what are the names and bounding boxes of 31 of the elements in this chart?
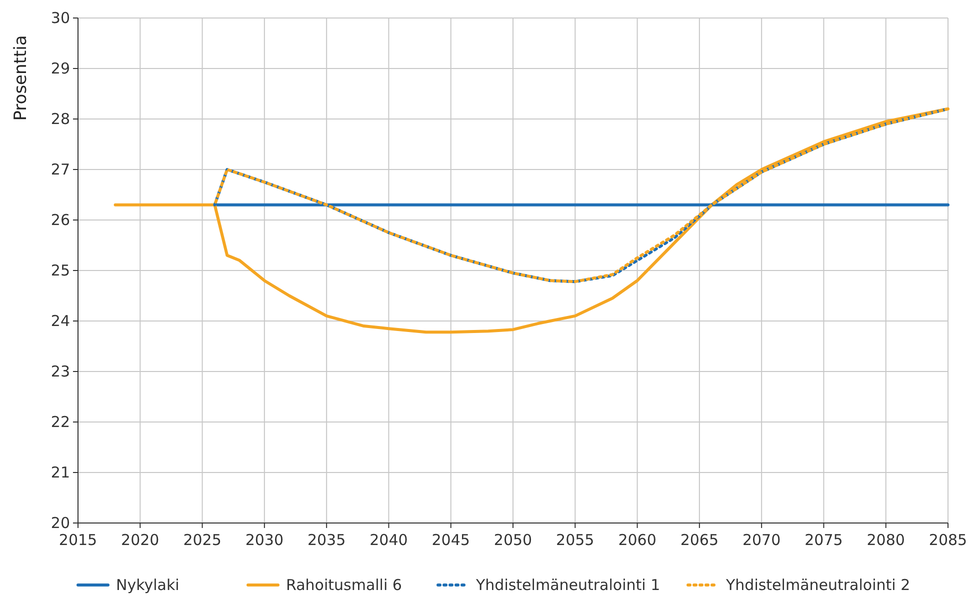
y-tick-label: 28 bbox=[50, 110, 70, 128]
y-tick-label: 23 bbox=[50, 362, 70, 380]
y-tick-label: 21 bbox=[50, 464, 70, 482]
x-tick-label: 2015 bbox=[58, 531, 98, 549]
legend-label: Nykylaki bbox=[116, 576, 180, 594]
x-tick-label: 2080 bbox=[866, 531, 905, 549]
x-tick-label: 2030 bbox=[245, 531, 284, 549]
x-tick-label: 2060 bbox=[618, 531, 656, 549]
x-tick-label: 2020 bbox=[121, 531, 160, 549]
x-tick-label: 2070 bbox=[742, 531, 781, 549]
y-tick-label: 22 bbox=[50, 413, 70, 431]
y-tick-label: 30 bbox=[50, 9, 70, 27]
y-tick-label: 25 bbox=[50, 262, 70, 280]
y-tick-label: 29 bbox=[50, 60, 70, 78]
x-tick-label: 2065 bbox=[680, 531, 719, 549]
legend-label: Yhdistelmäneutralointi 1 bbox=[475, 576, 660, 594]
x-tick-label: 2085 bbox=[928, 531, 968, 549]
x-tick-label: 2045 bbox=[432, 531, 470, 549]
y-tick-label: 20 bbox=[50, 514, 70, 532]
y-axis-title: Prosenttia bbox=[11, 35, 31, 121]
x-tick-label: 2035 bbox=[307, 531, 346, 549]
y-tick-label: 24 bbox=[50, 312, 70, 330]
y-tick-label: 27 bbox=[50, 160, 70, 178]
x-tick-label: 2040 bbox=[370, 531, 408, 549]
legend-label: Yhdistelmäneutralointi 2 bbox=[725, 576, 910, 594]
x-tick-label: 2055 bbox=[556, 531, 594, 549]
x-tick-label: 2025 bbox=[183, 531, 222, 549]
y-tick-label: 26 bbox=[50, 211, 70, 229]
x-tick-label: 2050 bbox=[494, 531, 532, 549]
x-tick-label: 2075 bbox=[804, 531, 843, 549]
legend-label: Rahoitusmalli 6 bbox=[286, 576, 402, 594]
